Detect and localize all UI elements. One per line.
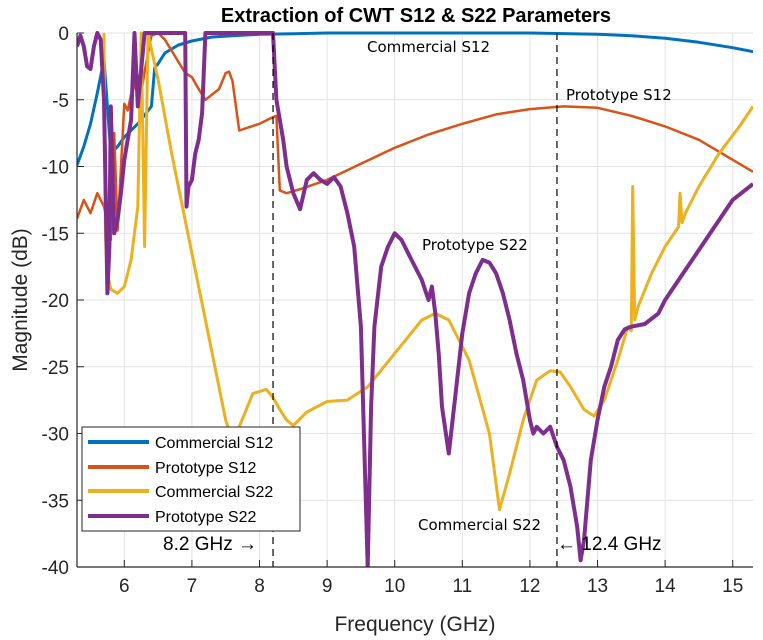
x-tick-label: 10 xyxy=(384,576,405,597)
legend-label-prototype-s12: Prototype S12 xyxy=(155,460,257,477)
annotation-commercial-s12: Commercial S12 xyxy=(367,38,490,56)
y-tick-label: 0 xyxy=(58,24,69,45)
y-tick-label: -40 xyxy=(42,558,69,579)
x-tick-label: 14 xyxy=(655,576,677,597)
marker-label-8-2ghz: 8.2 GHz → xyxy=(163,534,257,555)
x-tick-label: 11 xyxy=(452,576,472,597)
y-tick-label: -15 xyxy=(42,224,69,245)
x-tick-label: 15 xyxy=(722,576,743,597)
y-tick-label: -35 xyxy=(42,491,69,512)
legend-box xyxy=(81,426,301,532)
legend-label-commercial-s22: Commercial S22 xyxy=(155,484,273,501)
x-tick-label: 6 xyxy=(119,576,130,597)
y-tick-label: -5 xyxy=(52,91,69,112)
y-tick-label: -10 xyxy=(42,158,69,179)
y-axis-label: Magnitude (dB) xyxy=(9,228,32,372)
series-line-prototype-s22 xyxy=(77,31,753,567)
series-line-prototype-s12 xyxy=(77,31,753,242)
x-tick-label: 8 xyxy=(254,576,265,597)
annotation-commercial-s22: Commercial S22 xyxy=(418,516,541,534)
chart-title: Extraction of CWT S12 & S22 Parameters xyxy=(221,5,611,27)
tick-labels: 6 7 8 9 10 11 12 13 14 15 0 -5 -10 -15 -20 -25 -30 -35 -40 xyxy=(42,24,744,597)
marker-label-12-4ghz: ← 12.4 GHz xyxy=(557,534,662,555)
legend: Commercial S12 Prototype S12 Commercial … xyxy=(81,426,301,532)
annotation-prototype-s22: Prototype S22 xyxy=(422,236,528,254)
y-tick-label: -25 xyxy=(42,358,69,379)
annotation-prototype-s12: Prototype S12 xyxy=(566,86,672,104)
x-axis-label: Frequency (GHz) xyxy=(334,613,495,636)
x-tick-label: 13 xyxy=(587,576,608,597)
y-tick-label: -30 xyxy=(42,425,69,446)
x-tick-label: 9 xyxy=(322,576,333,597)
legend-label-commercial-s12: Commercial S12 xyxy=(155,435,273,452)
x-tick-label: 12 xyxy=(519,576,540,597)
y-tick-label: -20 xyxy=(42,291,69,312)
series-line-commercial-s12 xyxy=(77,31,753,166)
x-tick-label: 7 xyxy=(187,576,198,597)
legend-label-prototype-s22: Prototype S22 xyxy=(155,509,257,526)
series-group xyxy=(77,31,753,567)
